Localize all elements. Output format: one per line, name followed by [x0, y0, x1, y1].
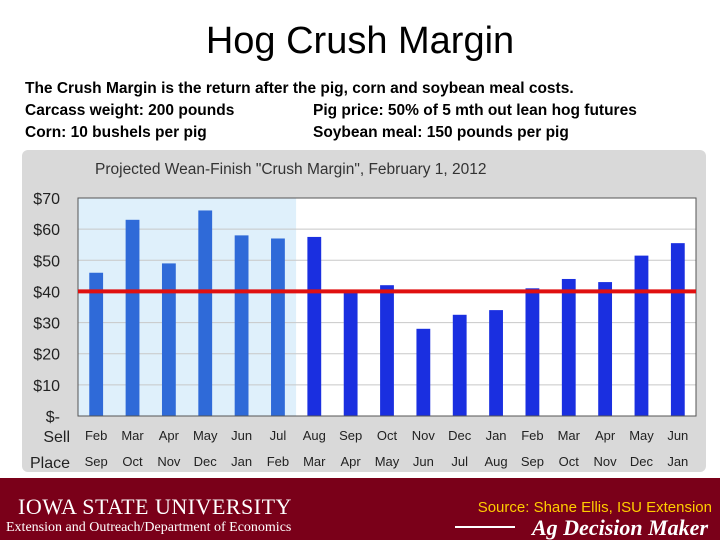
sell-month-label: Aug: [303, 428, 326, 443]
bar: [561, 278, 576, 416]
y-tick-label: $-: [46, 409, 60, 426]
place-month-label: Jun: [413, 454, 434, 469]
logo-rule: [455, 526, 515, 528]
historical-shade: [78, 198, 297, 416]
bar: [198, 210, 213, 416]
place-month-label: Dec: [194, 454, 218, 469]
sell-row-label: Sell: [43, 429, 70, 446]
sell-month-label: Jun: [231, 428, 252, 443]
place-month-label: Nov: [157, 454, 181, 469]
assumptions-row-2: Corn: 10 bushels per pig Soybean meal: 1…: [25, 124, 569, 142]
bar: [307, 236, 322, 416]
y-tick-label: $20: [33, 347, 60, 364]
sell-month-label: Mar: [121, 428, 144, 443]
sell-month-label: Jul: [270, 428, 287, 443]
corn-text: Corn: 10 bushels per pig: [25, 124, 207, 141]
place-month-label: Jul: [451, 454, 468, 469]
place-month-label: Nov: [594, 454, 618, 469]
y-tick-label: $40: [33, 284, 60, 301]
ag-decision-maker-logo: Ag Decision Maker: [532, 515, 708, 540]
crush-margin-chart: Projected Wean-Finish "Crush Margin", Fe…: [30, 161, 697, 472]
place-month-label: Apr: [341, 454, 362, 469]
bar: [598, 282, 613, 416]
bar: [634, 255, 649, 416]
bar: [380, 285, 394, 416]
footer-bar: IOWA STATE UNIVERSITY Extension and Outr…: [0, 478, 720, 540]
place-row-label: Place: [30, 455, 70, 472]
sell-month-label: Mar: [558, 428, 581, 443]
isu-logo: IOWA STATE UNIVERSITY: [18, 494, 292, 519]
source-text: Source: Shane Ellis, ISU Extension: [477, 499, 712, 516]
place-month-label: Feb: [267, 454, 289, 469]
bar: [161, 263, 176, 416]
sell-month-label: Oct: [377, 428, 398, 443]
place-month-label: Mar: [303, 454, 326, 469]
sell-month-label: Jun: [667, 428, 688, 443]
soybean-meal-text: Soybean meal: 150 pounds per pig: [313, 124, 569, 141]
place-month-label: Dec: [630, 454, 654, 469]
bar: [271, 238, 285, 416]
place-month-label: Sep: [85, 454, 108, 469]
y-tick-label: $10: [33, 378, 60, 395]
sell-month-label: Feb: [521, 428, 543, 443]
sell-month-label: May: [193, 428, 218, 443]
assumptions-row-1: Carcass weight: 200 pounds Pig price: 50…: [25, 102, 637, 120]
y-tick-label: $70: [33, 191, 60, 208]
plot-border: [77, 197, 697, 417]
y-tick-label: $30: [33, 316, 60, 333]
place-month-label: Aug: [484, 454, 507, 469]
sell-month-label: Dec: [448, 428, 472, 443]
sell-month-label: Jan: [486, 428, 507, 443]
place-month-label: May: [375, 454, 400, 469]
sell-month-label: Sep: [339, 428, 362, 443]
bar: [670, 243, 685, 416]
y-tick-label: $60: [33, 222, 60, 239]
sell-month-label: Feb: [85, 428, 107, 443]
place-month-label: Oct: [559, 454, 580, 469]
slide-title: Hog Crush Margin: [205, 20, 515, 62]
bar: [525, 288, 540, 416]
bar: [125, 219, 140, 416]
carcass-weight-text: Carcass weight: 200 pounds: [25, 102, 235, 119]
bar: [416, 328, 431, 416]
bar: [452, 314, 467, 416]
place-month-label: Jan: [231, 454, 252, 469]
sell-month-label: Nov: [412, 428, 436, 443]
bar: [89, 272, 104, 416]
y-tick-label: $50: [33, 253, 60, 270]
sell-month-label: Apr: [595, 428, 616, 443]
sell-month-label: May: [629, 428, 654, 443]
extension-text: Extension and Outreach/Department of Eco…: [6, 520, 292, 535]
place-month-label: Sep: [521, 454, 544, 469]
place-month-label: Oct: [122, 454, 143, 469]
sell-month-label: Apr: [159, 428, 180, 443]
chart-title: Projected Wean-Finish "Crush Margin", Fe…: [95, 161, 487, 178]
place-month-label: Jan: [667, 454, 688, 469]
bar: [234, 235, 249, 416]
crush-margin-description: The Crush Margin is the return after the…: [25, 80, 574, 97]
pig-price-text: Pig price: 50% of 5 mth out lean hog fut…: [313, 102, 637, 119]
bar: [343, 291, 358, 416]
bar: [489, 310, 503, 416]
